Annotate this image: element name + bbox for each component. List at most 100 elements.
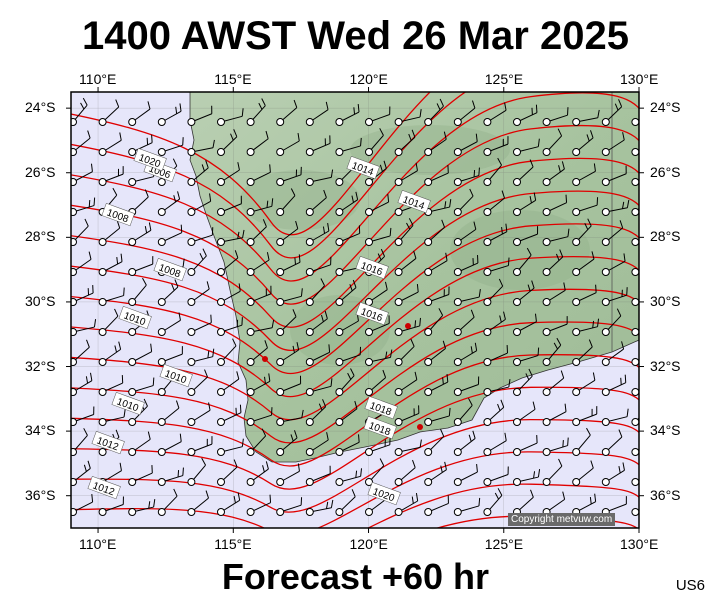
wind-barb (365, 194, 390, 216)
lat-tick-label: 24°S (25, 99, 56, 116)
wind-barb (71, 251, 92, 276)
wind-barb (217, 129, 238, 156)
wind-barb (305, 101, 329, 126)
wind-barb (513, 469, 541, 486)
wind-barb (157, 224, 183, 246)
wind-barb (601, 253, 626, 276)
wind-barb (246, 252, 270, 276)
wind-barb (542, 403, 567, 426)
wind-barb (98, 166, 124, 186)
wind-barb (542, 316, 568, 336)
lon-tick-label: 115°E (214, 71, 252, 87)
wind-barb (453, 309, 475, 336)
lon-tick-label: 110°E (79, 536, 117, 552)
wind-barb (128, 465, 153, 486)
wind-barb (187, 193, 212, 216)
wind-stations (71, 97, 639, 516)
wind-barb (71, 406, 95, 426)
wind-barb (483, 157, 502, 186)
wind-barb (483, 257, 510, 276)
wind-barb (542, 128, 563, 156)
wind-barb (71, 97, 88, 126)
wind-barb (98, 375, 124, 396)
wind-barb (483, 311, 506, 336)
wind-barb (246, 285, 272, 306)
wind-barb (305, 189, 327, 216)
wind-barb (365, 160, 387, 186)
wind-barb (246, 494, 272, 516)
wind-barb (305, 135, 331, 156)
isobar-line (71, 124, 639, 305)
wind-barb (98, 99, 120, 126)
wind-barb (572, 130, 594, 156)
wind-barb (424, 98, 444, 126)
wind-barb (276, 288, 303, 306)
wind-barb (601, 341, 625, 366)
wind-barb (276, 342, 300, 366)
wind-barb (601, 308, 622, 336)
lat-tick-label: 28°S (650, 228, 681, 245)
wind-barb (483, 223, 508, 246)
wind-barb (217, 108, 244, 126)
wind-barb (394, 129, 416, 156)
isobar-line (71, 321, 639, 444)
wind-barb (542, 437, 569, 456)
wind-barb (71, 372, 93, 396)
wind-barb (601, 429, 623, 456)
wind-barb (483, 136, 509, 156)
wind-barb (187, 105, 213, 126)
wind-barb (276, 463, 300, 486)
wind-barb (276, 497, 303, 516)
wind-barb (453, 188, 474, 216)
wind-barb (98, 341, 122, 366)
wind-barb (513, 247, 532, 276)
wind-barb (424, 252, 448, 276)
wind-barb (305, 169, 334, 186)
wind-barb (394, 317, 421, 336)
wind-barb (424, 340, 447, 366)
wind-barb (513, 435, 538, 456)
wind-barb (394, 371, 418, 396)
wind-barb (542, 194, 568, 216)
wind-barb (187, 227, 214, 246)
wind-barb (394, 218, 414, 246)
lat-tick-label: 34°S (25, 422, 56, 439)
wind-barb (601, 199, 630, 216)
map-title: 1400 AWST Wed 26 Mar 2025 (82, 14, 629, 58)
wind-barb (217, 371, 240, 396)
wind-barb (572, 218, 592, 246)
wind-barb (157, 103, 182, 126)
wind-barb (157, 191, 181, 216)
lat-tick-label: 30°S (25, 292, 56, 309)
wind-barb (335, 468, 363, 486)
wind-barb (246, 198, 274, 216)
wind-barb (187, 160, 209, 186)
wind-barb (483, 345, 508, 366)
wind-barb (276, 188, 296, 216)
wind-barb (394, 338, 415, 366)
wind-barb (305, 378, 333, 396)
wind-barb (483, 488, 503, 516)
wind-barb (71, 460, 91, 486)
wind-barb (276, 375, 302, 396)
lon-tick-label: 120°E (349, 71, 388, 87)
lon-tick-label: 110°E (79, 71, 117, 87)
lon-tick-label: 130°E (620, 536, 659, 552)
copyright-label: Copyright metvuw.com (508, 513, 616, 526)
lat-tick-label: 34°S (650, 422, 681, 439)
wind-barb (71, 428, 88, 456)
wind-barb (217, 195, 242, 216)
wind-barb (483, 278, 504, 306)
lat-tick-label: 28°S (25, 228, 56, 245)
wind-barb (572, 197, 599, 216)
wind-barb (572, 372, 596, 396)
wind-barb (394, 493, 419, 516)
wind-barb (542, 337, 562, 366)
isobar-line (71, 386, 639, 490)
wind-barb (187, 402, 211, 426)
wind-barb (424, 461, 447, 486)
wind-barb (128, 222, 152, 246)
wind-barb (187, 314, 212, 336)
wind-barb (394, 439, 422, 456)
wind-barb (483, 379, 511, 396)
